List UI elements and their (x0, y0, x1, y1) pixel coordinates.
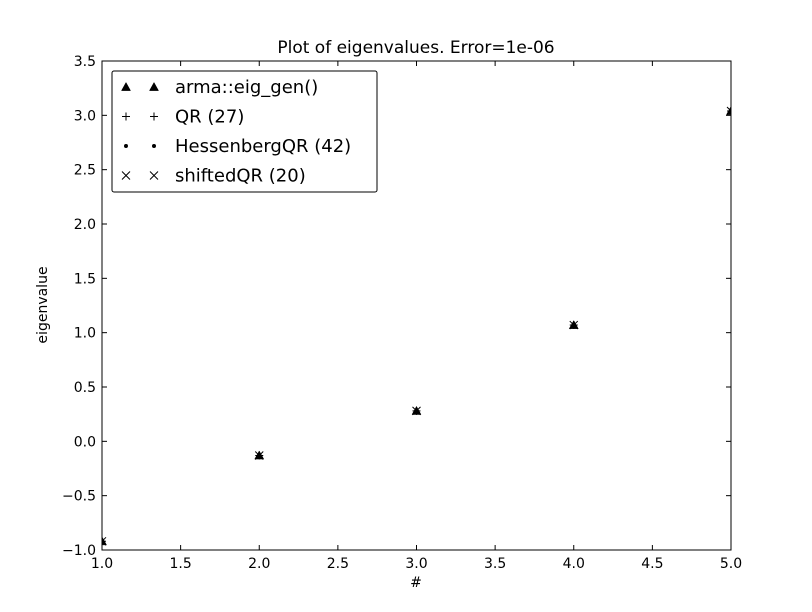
y-tick-label: 2.5 (74, 163, 96, 179)
legend-entry: HessenbergQR (42) (124, 136, 351, 157)
legend-entry: arma::eig_gen() (121, 77, 318, 98)
data-point (727, 106, 731, 115)
x-tick-label: 3.5 (484, 556, 506, 572)
y-tick-label: 3.0 (74, 108, 96, 124)
legend-label: HessenbergQR (42) (175, 136, 351, 157)
y-tick-label: 0.5 (74, 380, 96, 396)
legend: arma::eig_gen()QR (27)HessenbergQR (42)s… (111, 70, 378, 193)
x-tick-label: 3.0 (405, 556, 427, 572)
legend-label: shiftedQR (20) (175, 166, 306, 187)
x-tick-label: 4.0 (563, 556, 585, 572)
legend-label: QR (27) (175, 107, 244, 128)
y-tick-label: 3.5 (74, 54, 96, 70)
y-tick-label: 2.0 (74, 217, 96, 233)
legend-label: arma::eig_gen() (175, 77, 318, 98)
data-point (412, 406, 421, 416)
y-tick-label: 1.5 (74, 271, 96, 287)
y-tick-label: −0.5 (62, 489, 96, 505)
x-tick-label: 1.0 (91, 556, 113, 572)
x-tick-label: 2.5 (327, 556, 349, 572)
y-tick-label: 0.0 (74, 434, 96, 450)
y-axis-label: eigenvalue (35, 266, 51, 343)
legend-box (111, 70, 378, 193)
legend-marker (149, 171, 159, 180)
axis-ticks: 1.0 1.5 2.0 2.5 3.0 3.5 4.0 4.5 5.0 −1.0 −0.5 0.0 0.… (62, 54, 742, 572)
series-x-marks (102, 106, 731, 546)
data-marks (102, 105, 731, 546)
y-tick-label: 1.0 (74, 326, 96, 342)
legend-entry: QR (27) (122, 107, 244, 128)
legend-marker (122, 112, 130, 121)
data-point (102, 536, 107, 546)
data-point (726, 106, 731, 116)
legend-marker (121, 81, 131, 91)
x-tick-label: 5.0 (720, 556, 742, 572)
data-point (102, 537, 106, 546)
data-point (254, 451, 264, 460)
x-tick-label: 1.5 (169, 556, 191, 572)
x-axis-label: # (410, 575, 422, 591)
chart-title: Plot of eigenvalues. Error=1e-06 (277, 38, 554, 58)
legend-marker (149, 81, 159, 91)
legend-entry: shiftedQR (20) (121, 166, 306, 187)
x-tick-label: 4.5 (641, 556, 663, 572)
legend-marker (150, 112, 158, 121)
x-tick-label: 2.0 (248, 556, 270, 572)
legend-marker (124, 144, 128, 148)
legend-marker (121, 171, 131, 180)
y-tick-label: −1.0 (62, 543, 96, 559)
legend-marker (152, 144, 156, 148)
data-point (569, 320, 579, 330)
